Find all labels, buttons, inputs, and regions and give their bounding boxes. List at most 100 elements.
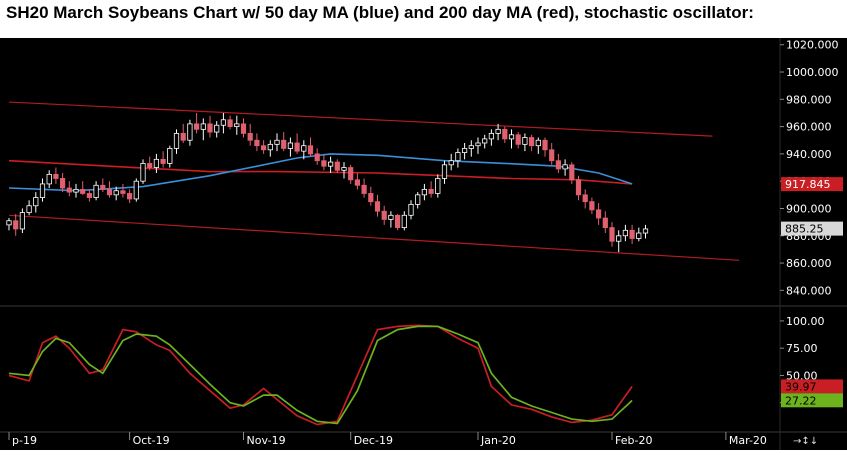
- candle-body: [535, 139, 541, 147]
- candle-body: [642, 228, 649, 234]
- chart-svg[interactable]: 1020.0001000.000980.000960.000940.000920…: [0, 38, 847, 450]
- price-ytick-label: 940.000: [786, 148, 832, 161]
- candle-body: [575, 179, 582, 196]
- candle-body: [348, 167, 354, 181]
- price-ytick-label: 960.000: [786, 121, 832, 134]
- candle-body: [100, 184, 106, 190]
- candle-body: [93, 184, 99, 198]
- candle-body: [287, 142, 294, 149]
- candle-body: [341, 167, 347, 171]
- stoch-line-k: [8, 324, 633, 426]
- candle-body: [267, 143, 273, 151]
- candle-body: [421, 188, 428, 196]
- price-label-text: 917.845: [785, 178, 831, 191]
- candle-body: [274, 139, 280, 145]
- candle-body: [408, 203, 414, 216]
- x-tick-label: Mar-20: [729, 434, 767, 447]
- candle-body: [461, 148, 468, 153]
- candle-body: [147, 163, 153, 168]
- candle-body: [455, 152, 461, 162]
- stoch-ytick-label: 100.00: [786, 315, 825, 328]
- candle-body: [401, 214, 407, 228]
- candle-body: [39, 183, 46, 198]
- price-ytick-label: 980.000: [786, 93, 832, 106]
- price-label-box: [781, 177, 843, 192]
- candle-body: [86, 193, 92, 198]
- candle-body: [502, 128, 508, 140]
- candle-body: [133, 180, 139, 200]
- candle-body: [106, 188, 113, 196]
- candle-body: [314, 153, 320, 162]
- candle-body: [254, 139, 260, 147]
- candle-body: [616, 235, 622, 242]
- candle-body: [482, 138, 488, 144]
- candle-body: [227, 119, 233, 128]
- candle-body: [394, 214, 401, 228]
- candle-body: [46, 173, 52, 185]
- candle-body: [80, 188, 86, 194]
- candle-body: [448, 160, 454, 166]
- candle-body: [515, 134, 521, 145]
- candle-body: [622, 229, 629, 237]
- candle-body: [609, 227, 615, 242]
- candle-body: [602, 217, 608, 228]
- candle-body: [160, 158, 166, 164]
- candle-body: [207, 123, 213, 133]
- x-tick-label: Jan-20: [480, 434, 516, 447]
- candle-body: [468, 145, 474, 149]
- stoch-label-box: [781, 393, 843, 408]
- stoch-ytick-label: 75.00: [786, 342, 818, 355]
- x-tick-label: Nov-19: [247, 434, 286, 447]
- candle-body: [508, 134, 515, 140]
- candle-body: [153, 158, 159, 168]
- candle-body: [240, 123, 247, 134]
- stoch-label-box: [781, 379, 843, 394]
- price-ytick-label: 860.000: [786, 257, 832, 270]
- x-tick-label: Dec-19: [354, 434, 393, 447]
- candle-body: [167, 148, 173, 164]
- candle-body: [53, 173, 59, 179]
- price-label-box: [781, 221, 843, 236]
- candle-body: [234, 123, 240, 128]
- candle-body: [214, 124, 220, 133]
- candle-body: [247, 133, 253, 141]
- candle-body: [301, 145, 307, 152]
- candle-body: [441, 164, 448, 179]
- candle-body: [361, 184, 367, 194]
- candle-body: [260, 145, 267, 151]
- candle-body: [529, 137, 535, 147]
- chart-area[interactable]: 1020.0001000.000980.000960.000940.000920…: [0, 38, 847, 450]
- candle-body: [549, 149, 555, 162]
- candle-body: [582, 194, 588, 203]
- x-tick-label: Oct-19: [133, 434, 170, 447]
- candle-body: [60, 178, 66, 189]
- candle-body: [428, 188, 434, 194]
- candle-body: [120, 190, 126, 194]
- candle-body: [6, 220, 12, 226]
- candle-body: [555, 160, 562, 170]
- price-ytick-label: 840.000: [786, 284, 832, 297]
- candle-body: [381, 210, 387, 220]
- candle-body: [334, 161, 340, 171]
- candle-body: [636, 232, 642, 239]
- candle-body: [19, 212, 26, 230]
- candle-body: [388, 214, 394, 220]
- candle-body: [200, 123, 206, 130]
- candle-body: [562, 164, 568, 170]
- candle-body: [294, 142, 300, 152]
- candle-body: [374, 201, 381, 212]
- candle-body: [596, 209, 602, 219]
- candle-body: [415, 194, 421, 205]
- candle-body: [127, 193, 133, 200]
- stoch-ytick-label: 50.00: [786, 369, 818, 382]
- candle-body: [281, 139, 287, 149]
- candle-body: [33, 197, 39, 207]
- candle-body: [327, 161, 334, 167]
- candle-body: [589, 201, 595, 211]
- price-ytick-label: 1020.000: [786, 39, 839, 52]
- candle-body: [629, 229, 635, 239]
- candle-body: [140, 163, 146, 182]
- candle-body: [13, 220, 19, 230]
- candle-body: [187, 123, 193, 141]
- candle-body: [193, 123, 200, 130]
